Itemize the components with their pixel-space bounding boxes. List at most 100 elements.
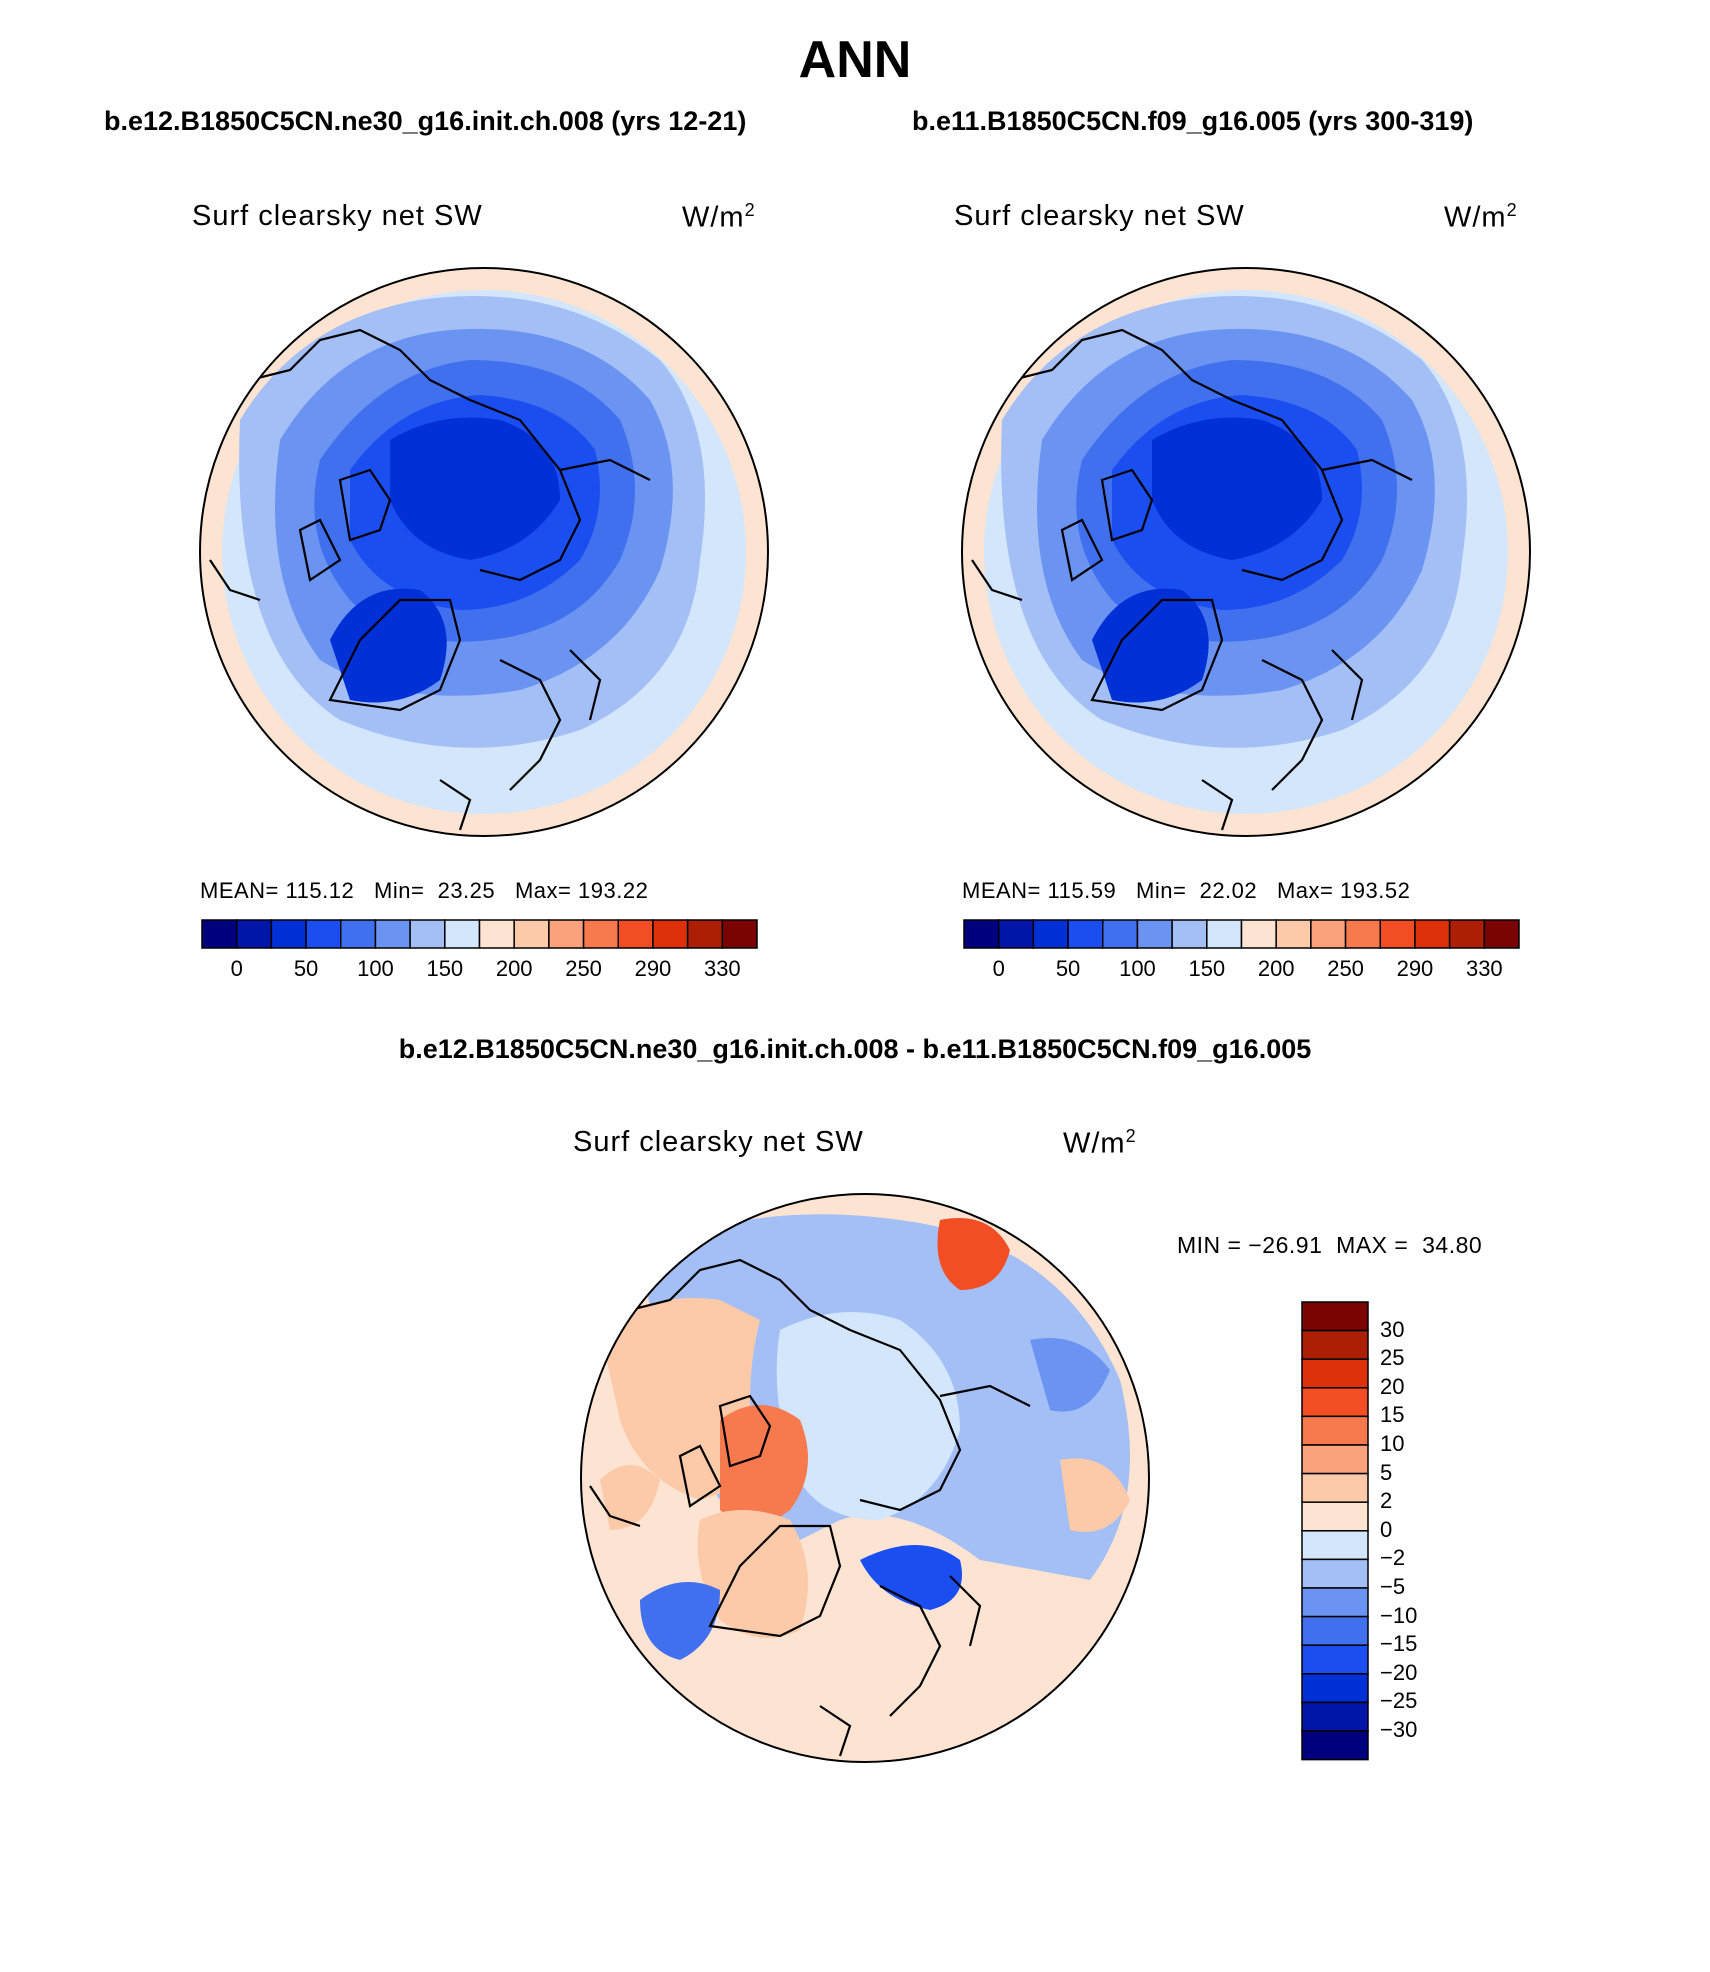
- difference-colorbar-tick-4: 10: [1380, 1431, 1405, 1456]
- panel-1-colorbar-box-13: [652, 919, 689, 949]
- panel-1-colorbar-box-2: [270, 919, 307, 949]
- difference-colorbar-tick-6: 2: [1380, 1488, 1393, 1514]
- difference-colorbar-tick-8: −2: [1380, 1545, 1406, 1571]
- panel-2-colorbar-box-5: [1136, 919, 1173, 949]
- panel-1-colorbar-box-4: [340, 919, 377, 949]
- difference-colorbar-box-5: [1301, 1444, 1369, 1475]
- difference-colorbar-tick-10: −10: [1380, 1602, 1418, 1628]
- difference-colorbar-box-0: [1301, 1301, 1369, 1332]
- panel-2-colorbar-box-0: [963, 919, 1000, 949]
- panel-1-colorbar-box-11: [582, 919, 619, 949]
- difference-map-border: [580, 1193, 1150, 1763]
- panel-1-field: [200, 268, 768, 836]
- main-title: ANN: [798, 31, 912, 89]
- difference-coastlines: [589, 1258, 1031, 1757]
- difference-colorbar-tick-1: 25: [1380, 1345, 1405, 1371]
- panel-2-colorbar: [963, 919, 1520, 949]
- difference-colorbar-box-13: [1301, 1673, 1369, 1704]
- panel-1-colorbar-box-12: [617, 919, 654, 949]
- panel-2-colorbar-box-14: [1448, 919, 1486, 949]
- panel-2-field: [962, 268, 1530, 836]
- difference-colorbar-tick-2: 20: [1380, 1373, 1405, 1399]
- difference-colorbar-box-3: [1301, 1387, 1369, 1418]
- panel-2-colorbar-box-2: [1032, 919, 1069, 949]
- panel-1-colorbar-box-6: [409, 919, 446, 949]
- panel-2-colorbar-box-12: [1379, 919, 1416, 949]
- difference-colorbar-box-8: [1301, 1530, 1369, 1561]
- difference-colorbar-tick-12: −20: [1380, 1659, 1418, 1685]
- panel-1-colorbar-box-14: [686, 919, 724, 949]
- panel-2-colorbar-box-1: [997, 919, 1035, 949]
- difference-colorbar-tick-3: 15: [1380, 1402, 1405, 1428]
- difference-colorbar-tick-5: 5: [1380, 1459, 1393, 1485]
- difference-colorbar-box-6: [1301, 1472, 1369, 1503]
- panel-2-colorbar-tick-5: 250: [1327, 956, 1364, 981]
- panel-1-colorbar-tick-7: 330: [703, 956, 741, 981]
- panel-2-colorbar-tick-7: 330: [1465, 956, 1503, 981]
- panel-1-case-title: b.e12.B1850C5CN.ne30_g16.init.ch.008 (yr…: [104, 106, 747, 136]
- difference-colorbar: [1301, 1301, 1369, 1761]
- panel-2-colorbar-tick-0: 0: [992, 956, 1005, 981]
- panel-1-colorbar-box-0: [201, 919, 238, 949]
- panel-1-units-label: W/m2: [682, 200, 756, 234]
- difference-units-label: W/m2: [1063, 1126, 1137, 1160]
- panel-1-colorbar-box-5: [374, 919, 411, 949]
- panel-2-stats: MEAN= 115.59 Min= 22.02 Max= 193.52: [962, 878, 1411, 903]
- difference-colorbar-box-15: [1301, 1730, 1369, 1761]
- panel-1-colorbar-box-10: [548, 919, 585, 949]
- difference-colorbar-box-9: [1301, 1558, 1369, 1589]
- panel-2-colorbar-box-9: [1275, 919, 1312, 949]
- panel-1-colorbar-tick-4: 200: [495, 956, 533, 981]
- panel-1-colorbar-tick-3: 150: [426, 956, 464, 981]
- panel-1-colorbar-box-7: [444, 919, 481, 949]
- panel-2-colorbar-box-15: [1483, 919, 1520, 949]
- panel-2-colorbar-box-11: [1344, 919, 1381, 949]
- panel-1-colorbar: [201, 919, 758, 949]
- panel-2-colorbar-box-8: [1240, 919, 1277, 949]
- panel-1-colorbar-box-9: [513, 919, 550, 949]
- panel-1-stats: MEAN= 115.12 Min= 23.25 Max= 193.22: [200, 878, 649, 903]
- panel-2-colorbar-tick-4: 200: [1257, 956, 1295, 981]
- panel-1-colorbar-tick-2: 100: [357, 956, 394, 981]
- panel-1-map-border: [199, 267, 769, 837]
- difference-colorbar-tick-7: 0: [1380, 1516, 1393, 1542]
- difference-colorbar-box-7: [1301, 1501, 1369, 1532]
- difference-colorbar-tick-13: −25: [1380, 1688, 1418, 1714]
- panel-1-colorbar-box-15: [721, 919, 758, 949]
- panel-2-variable-label: Surf clearsky net SW: [954, 200, 1245, 232]
- difference-colorbar-box-11: [1301, 1615, 1369, 1646]
- difference-min-max: MIN = −26.91 MAX = 34.80: [1177, 1232, 1483, 1258]
- difference-colorbar-box-1: [1301, 1329, 1369, 1360]
- panel-1-colorbar-box-8: [478, 919, 515, 949]
- panel-2-case-title: b.e11.B1850C5CN.f09_g16.005 (yrs 300-319…: [912, 106, 1474, 136]
- panel-2-colorbar-box-4: [1102, 919, 1139, 949]
- panel-2-colorbar-box-6: [1171, 919, 1208, 949]
- panel-1-colorbar-tick-6: 290: [634, 956, 672, 981]
- panel-2-colorbar-tick-6: 290: [1396, 956, 1434, 981]
- panel-2-units-label: W/m2: [1444, 200, 1518, 234]
- difference-colorbar-box-12: [1301, 1644, 1369, 1675]
- difference-colorbar-tick-14: −30: [1380, 1717, 1418, 1742]
- difference-colorbar-tick-0: 30: [1380, 1316, 1405, 1342]
- panel-2-colorbar-box-10: [1310, 919, 1347, 949]
- panel-2-colorbar-tick-2: 100: [1119, 956, 1156, 981]
- panel-1-colorbar-tick-0: 0: [230, 956, 243, 981]
- panel-1-colorbar-box-1: [235, 919, 273, 949]
- difference-title: b.e12.B1850C5CN.ne30_g16.init.ch.008 - b…: [398, 1034, 1312, 1064]
- difference-colorbar-box-2: [1301, 1358, 1369, 1389]
- panel-1-colorbar-box-3: [305, 919, 342, 949]
- difference-colorbar-box-4: [1301, 1415, 1369, 1446]
- difference-variable-label: Surf clearsky net SW: [573, 1126, 864, 1158]
- panel-2-colorbar-tick-1: 50: [1055, 956, 1081, 981]
- panel-1-colorbar-tick-1: 50: [293, 956, 319, 981]
- panel-2-colorbar-box-13: [1414, 919, 1451, 949]
- panel-2-colorbar-box-7: [1206, 919, 1243, 949]
- panel-2-colorbar-box-3: [1067, 919, 1104, 949]
- difference-colorbar-tick-11: −15: [1380, 1631, 1418, 1657]
- difference-field: [581, 1194, 1149, 1762]
- panel-2-map-border: [961, 267, 1531, 837]
- panel-2-colorbar-tick-3: 150: [1188, 956, 1226, 981]
- panel-1-colorbar-tick-5: 250: [565, 956, 602, 981]
- difference-colorbar-tick-9: −5: [1380, 1574, 1406, 1599]
